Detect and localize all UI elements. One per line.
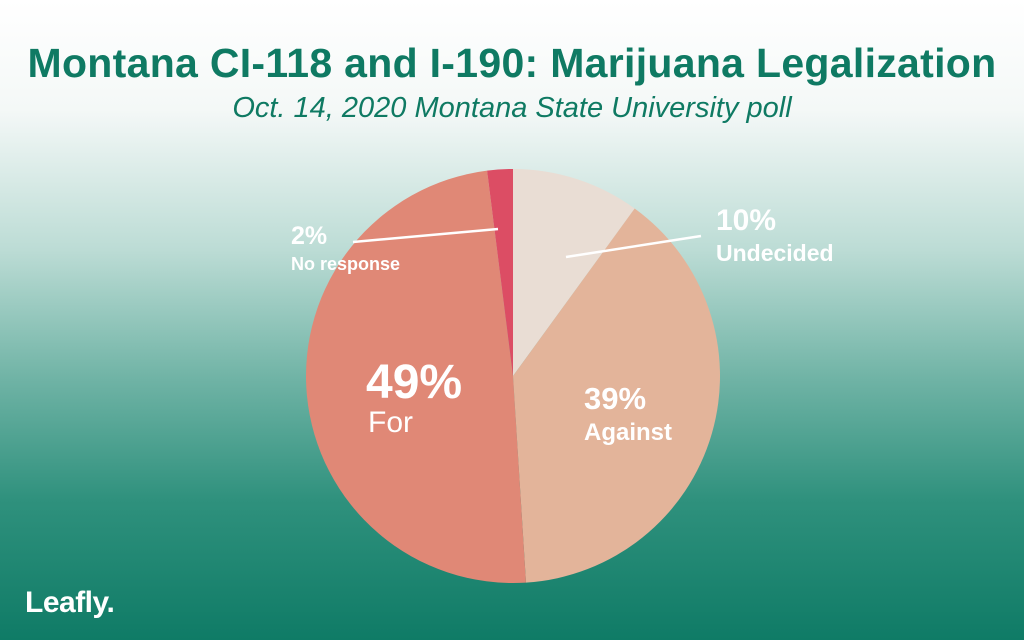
leader-line-no-response <box>352 227 499 244</box>
chart-title: Montana CI-118 and I-190: Marijuana Lega… <box>27 40 997 86</box>
no-response-category-label: No response <box>291 254 400 274</box>
against-category-label: Against <box>584 419 672 446</box>
pie-slices <box>305 169 721 583</box>
pie-slice-no-response <box>487 169 513 376</box>
pie-slice-undecided <box>513 169 635 376</box>
for-value-label: 49% <box>366 356 462 409</box>
chart-subtitle: Oct. 14, 2020 Montana State University p… <box>232 92 792 124</box>
pie-slice-against <box>513 208 721 583</box>
no-response-value-label: 2% <box>291 222 327 250</box>
leader-lines <box>352 227 702 259</box>
for-category-label: For <box>368 406 413 439</box>
slice-labels: 10% Undecided 39% Against 49% For 2% No … <box>291 204 834 446</box>
leader-line-undecided <box>565 234 702 259</box>
pie-slice-for <box>305 170 526 583</box>
against-value-label: 39% <box>584 381 646 416</box>
undecided-value-label: 10% <box>716 204 776 237</box>
leafly-logo: Leafly. <box>25 586 115 619</box>
undecided-category-label: Undecided <box>716 240 834 266</box>
